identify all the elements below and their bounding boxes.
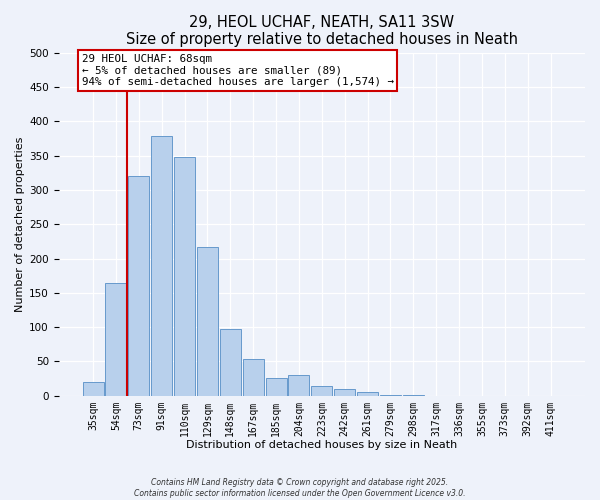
Title: 29, HEOL UCHAF, NEATH, SA11 3SW
Size of property relative to detached houses in : 29, HEOL UCHAF, NEATH, SA11 3SW Size of … xyxy=(126,15,518,48)
Bar xyxy=(128,176,149,396)
Bar xyxy=(83,382,104,396)
Bar xyxy=(266,378,287,396)
Bar xyxy=(220,329,241,396)
Bar xyxy=(151,136,172,396)
X-axis label: Distribution of detached houses by size in Neath: Distribution of detached houses by size … xyxy=(186,440,457,450)
Bar xyxy=(197,247,218,396)
Bar xyxy=(334,389,355,396)
Text: Contains HM Land Registry data © Crown copyright and database right 2025.
Contai: Contains HM Land Registry data © Crown c… xyxy=(134,478,466,498)
Bar xyxy=(242,358,264,396)
Bar xyxy=(174,157,195,396)
Y-axis label: Number of detached properties: Number of detached properties xyxy=(15,136,25,312)
Bar xyxy=(289,375,310,396)
Bar xyxy=(106,282,127,396)
Bar xyxy=(380,395,401,396)
Bar xyxy=(311,386,332,396)
Text: 29 HEOL UCHAF: 68sqm
← 5% of detached houses are smaller (89)
94% of semi-detach: 29 HEOL UCHAF: 68sqm ← 5% of detached ho… xyxy=(82,54,394,88)
Bar xyxy=(357,392,378,396)
Bar xyxy=(403,395,424,396)
